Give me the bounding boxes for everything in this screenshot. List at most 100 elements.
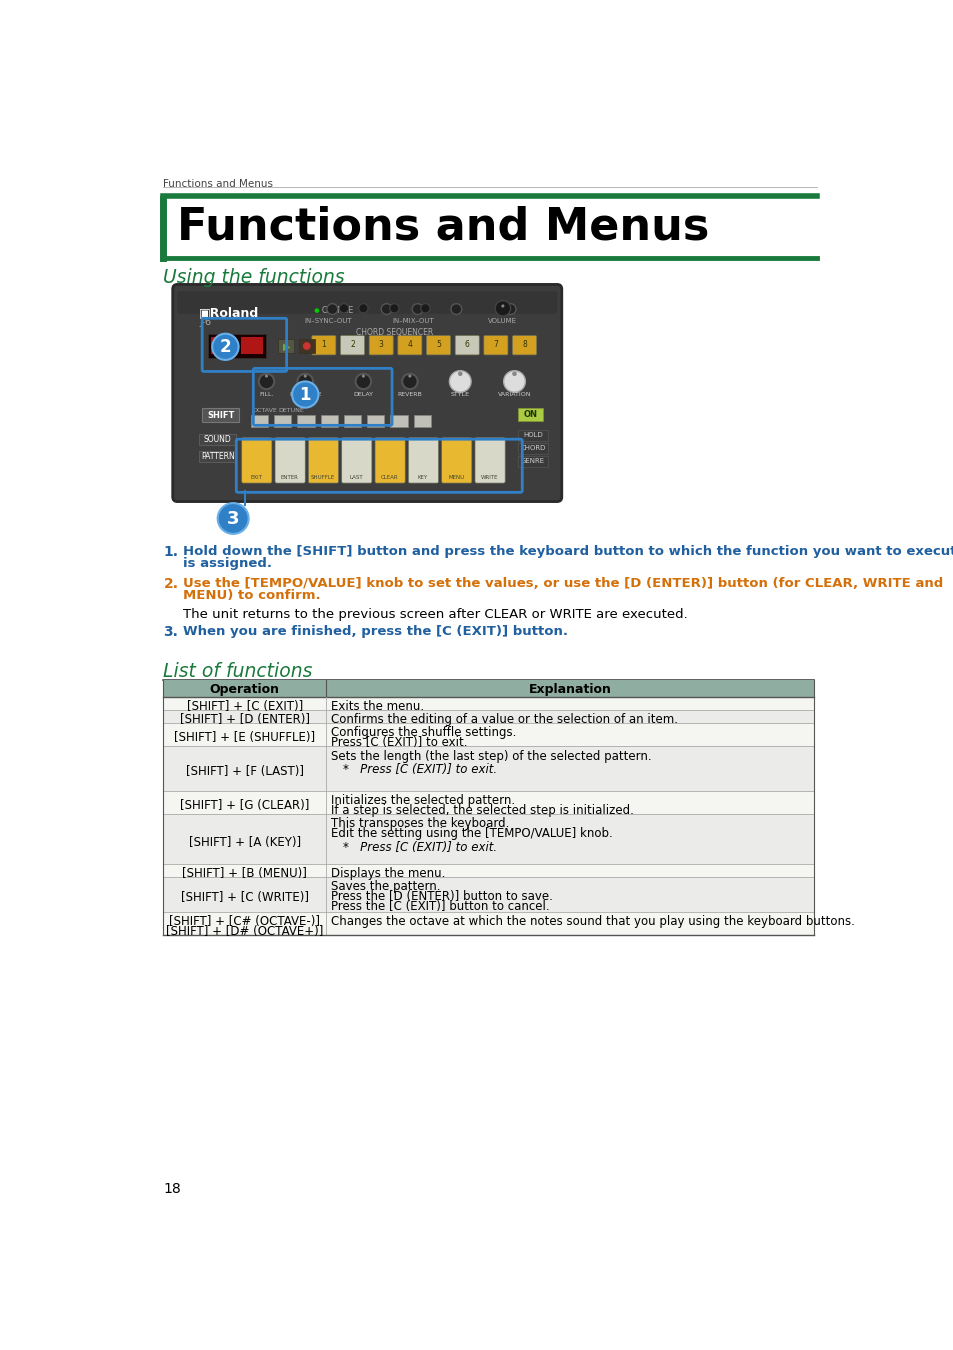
Text: CHORD: CHORD (520, 444, 545, 451)
FancyBboxPatch shape (475, 437, 505, 483)
FancyBboxPatch shape (426, 336, 450, 355)
Circle shape (495, 301, 510, 316)
Text: If a step is selected, the selected step is initialized.: If a step is selected, the selected step… (331, 805, 633, 817)
Circle shape (412, 304, 422, 315)
Text: [SHIFT] + [C# (OCTAVE-)]: [SHIFT] + [C# (OCTAVE-)] (169, 915, 320, 927)
Bar (163, 913, 814, 936)
Text: REVERB: REVERB (397, 393, 422, 397)
Text: EXIT: EXIT (250, 475, 262, 481)
Text: [SHIFT] + [C (EXIT)]: [SHIFT] + [C (EXIT)] (187, 701, 303, 713)
FancyBboxPatch shape (408, 437, 438, 483)
FancyBboxPatch shape (312, 336, 335, 355)
Text: 5: 5 (436, 340, 440, 348)
FancyBboxPatch shape (341, 437, 372, 483)
Text: ON: ON (523, 410, 537, 418)
Circle shape (358, 304, 368, 313)
Bar (298, 339, 314, 352)
Text: ▶: ▶ (282, 342, 290, 352)
FancyBboxPatch shape (441, 437, 472, 483)
Text: KEY: KEY (417, 475, 428, 481)
Circle shape (303, 374, 307, 378)
Circle shape (402, 374, 417, 389)
Circle shape (408, 374, 411, 378)
Bar (212, 336, 222, 354)
Bar (225, 336, 236, 354)
Bar (320, 414, 337, 427)
Bar (163, 724, 814, 747)
Text: Use the [TEMPO/VALUE] knob to set the values, or use the [D (ENTER)] button (for: Use the [TEMPO/VALUE] knob to set the va… (183, 576, 943, 590)
Text: ENVELOPE: ENVELOPE (289, 393, 321, 397)
Text: STYLE: STYLE (450, 393, 469, 397)
Text: Exits the menu.: Exits the menu. (331, 701, 423, 713)
Text: 1: 1 (299, 386, 311, 404)
Text: CLEAR: CLEAR (380, 475, 398, 481)
Text: Changes the octave at which the notes sound that you play using the keyboard but: Changes the octave at which the notes so… (331, 915, 854, 927)
Circle shape (265, 374, 268, 378)
Text: List of functions: List of functions (163, 662, 313, 680)
Bar (517, 456, 547, 467)
Bar (163, 710, 814, 724)
Text: 1: 1 (321, 340, 326, 348)
Text: CHORD SEQUENCER: CHORD SEQUENCER (355, 328, 433, 336)
Text: This transposes the keyboard.: This transposes the keyboard. (331, 817, 509, 830)
Text: WRITE: WRITE (480, 475, 497, 481)
Text: ▣Roland: ▣Roland (199, 306, 259, 319)
Circle shape (258, 374, 274, 389)
Text: Displays the menu.: Displays the menu. (331, 867, 445, 880)
Circle shape (212, 333, 238, 360)
Bar (199, 433, 236, 446)
Circle shape (314, 308, 319, 313)
Circle shape (297, 374, 313, 389)
Text: The unit returns to the previous screen after CLEAR or WRITE are executed.: The unit returns to the previous screen … (183, 608, 687, 621)
Text: Saves the pattern.: Saves the pattern. (331, 880, 440, 894)
Circle shape (355, 374, 371, 389)
Text: Explanation: Explanation (528, 683, 611, 697)
Text: J-6: J-6 (199, 317, 211, 327)
Text: [SHIFT] + [A (KEY)]: [SHIFT] + [A (KEY)] (189, 836, 300, 849)
Text: SHUFFLE: SHUFFLE (311, 475, 335, 481)
Bar (297, 414, 314, 427)
Bar (274, 414, 291, 427)
FancyBboxPatch shape (274, 437, 305, 483)
Circle shape (217, 504, 249, 533)
Text: VOLUME: VOLUME (488, 319, 517, 324)
Text: ENTER: ENTER (280, 475, 298, 481)
Text: HOLD: HOLD (522, 432, 542, 437)
FancyBboxPatch shape (375, 437, 405, 483)
Text: SOUND: SOUND (204, 435, 232, 444)
Text: CHARGE: CHARGE (321, 306, 354, 315)
Text: [SHIFT] + [B (MENU)]: [SHIFT] + [B (MENU)] (182, 867, 307, 880)
Bar (344, 414, 360, 427)
Text: MENU: MENU (448, 475, 464, 481)
FancyBboxPatch shape (308, 437, 338, 483)
Bar (163, 814, 814, 864)
Text: 18: 18 (163, 1183, 181, 1196)
Text: OCTAVE: OCTAVE (253, 409, 277, 413)
Bar (517, 409, 542, 421)
Circle shape (292, 382, 318, 408)
Bar (208, 333, 266, 358)
Text: 2: 2 (219, 338, 231, 356)
Text: VARIATION: VARIATION (497, 393, 531, 397)
Text: Configures the shuffle settings.: Configures the shuffle settings. (331, 726, 516, 740)
Text: DELAY: DELAY (353, 393, 373, 397)
FancyBboxPatch shape (483, 336, 507, 355)
Bar (163, 697, 814, 710)
Text: [SHIFT] + [E (SHUFFLE)]: [SHIFT] + [E (SHUFFLE)] (174, 732, 315, 744)
Circle shape (457, 371, 462, 377)
Text: PATTERN: PATTERN (200, 452, 234, 462)
Text: 7: 7 (493, 340, 497, 348)
Text: [SHIFT] + [D (ENTER)]: [SHIFT] + [D (ENTER)] (179, 713, 310, 726)
Text: [SHIFT] + [F (LAST)]: [SHIFT] + [F (LAST)] (186, 765, 303, 779)
Circle shape (500, 305, 504, 308)
Circle shape (327, 304, 337, 315)
FancyBboxPatch shape (177, 292, 557, 313)
Bar (199, 451, 236, 462)
Text: Using the functions: Using the functions (163, 269, 345, 288)
Circle shape (303, 342, 311, 350)
Circle shape (449, 371, 471, 393)
Bar (390, 414, 407, 427)
Text: LAST: LAST (349, 475, 363, 481)
Text: 3: 3 (227, 509, 239, 528)
Circle shape (512, 371, 517, 377)
